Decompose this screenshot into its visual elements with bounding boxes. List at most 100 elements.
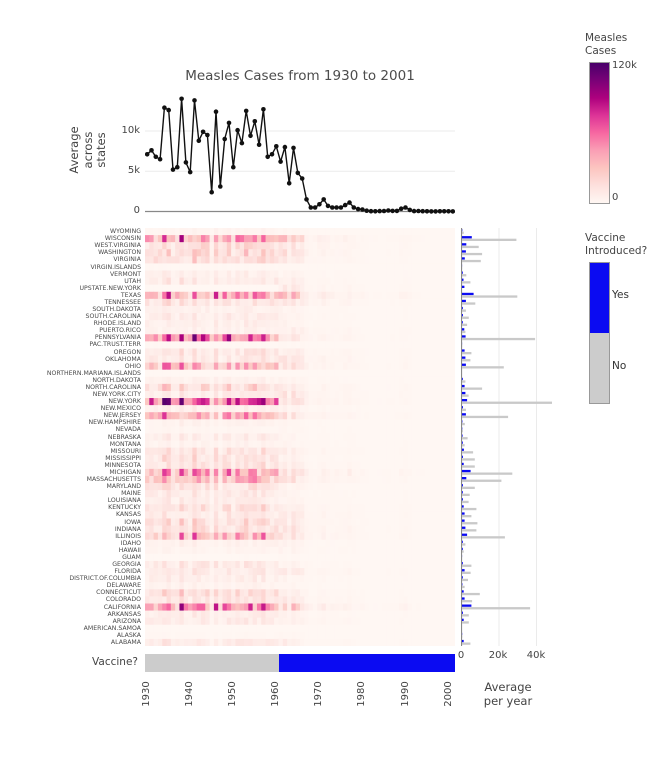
line-marker[interactable] [295,170,301,176]
line-marker[interactable] [420,208,426,214]
line-marker[interactable] [446,209,451,214]
line-marker[interactable] [321,197,326,202]
bar-yes-kansas[interactable] [462,512,465,515]
bar-no-virginia[interactable] [462,259,481,263]
bar-yes-new.jersey[interactable] [462,413,466,416]
bar-no-montana[interactable] [462,444,465,447]
bar-no-illinois[interactable] [462,536,505,539]
line-marker[interactable] [398,206,404,211]
bar-no-hawaii[interactable] [462,550,464,553]
bar-no-west.virginia[interactable] [462,245,479,249]
line-marker[interactable] [291,145,296,151]
bar-yes-puerto.rico[interactable] [462,328,465,331]
bar-no-delaware[interactable] [462,585,465,589]
bar-no-colorado[interactable] [462,600,473,603]
line-marker[interactable] [183,160,189,165]
bar-yes-north.dakota[interactable] [462,377,463,381]
line-marker[interactable] [192,98,197,103]
bar-no-new.hampshire[interactable] [462,422,465,426]
bar-no-south.dakota[interactable] [462,309,466,312]
bar-yes-wisconsin[interactable] [462,236,472,239]
line-chart-plot[interactable] [145,88,455,216]
bar-no-massachusetts[interactable] [462,479,502,482]
line-marker[interactable] [269,152,275,157]
bar-no-kansas[interactable] [462,515,472,518]
line-marker[interactable] [390,208,395,214]
line-marker[interactable] [403,205,408,210]
bar-yes-new.mexico[interactable] [462,406,463,409]
bar-no-georgia[interactable] [462,564,472,567]
bar-no-washington[interactable] [462,252,483,256]
line-marker[interactable] [286,181,292,186]
bar-yes-california[interactable] [462,604,472,607]
line-marker[interactable] [157,156,163,162]
bar-no-idaho[interactable] [462,543,466,546]
bar-yes-massachusetts[interactable] [462,477,467,480]
line-marker[interactable] [299,176,305,181]
line-marker[interactable] [265,154,270,160]
bar-yes-missouri[interactable] [462,448,464,451]
line-marker[interactable] [170,167,176,172]
line-marker[interactable] [205,132,210,138]
line-marker[interactable] [364,208,369,213]
line-marker[interactable] [248,133,253,139]
line-marker[interactable] [222,136,227,142]
line-marker[interactable] [433,209,438,214]
bar-yes-south.carolina[interactable] [462,314,463,317]
bar-no-iowa[interactable] [462,522,478,525]
bar-yes-new.york[interactable] [462,399,468,402]
bar-yes-maryland[interactable] [462,484,463,487]
line-marker[interactable] [334,205,339,210]
bar-yes-louisiana[interactable] [462,498,463,501]
bar-no-new.jersey[interactable] [462,415,509,419]
bar-yes-upstate.new.york[interactable] [462,285,465,288]
line-marker[interactable] [386,208,391,213]
bar-no-arkansas[interactable] [462,614,469,617]
bar-no-maryland[interactable] [462,486,475,489]
bar-chart-plot[interactable] [461,228,563,646]
bar-yes-florida[interactable] [462,569,465,572]
line-marker[interactable] [351,205,357,210]
bar-yes-colorado[interactable] [462,597,465,600]
bar-yes-north.carolina[interactable] [462,384,465,388]
bar-no-pennsylvania[interactable] [462,337,536,341]
bar-yes-texas[interactable] [462,292,474,296]
line-marker[interactable] [226,120,232,126]
bar-no-ohio[interactable] [462,366,504,369]
line-marker[interactable] [274,144,279,149]
bar-yes-indiana[interactable] [462,526,466,529]
colorbar-gradient[interactable] [589,62,610,204]
bar-yes-georgia[interactable] [462,562,463,565]
bar-yes-district.of.columbia[interactable] [462,576,463,579]
line-marker[interactable] [312,205,318,210]
line-marker[interactable] [243,108,249,114]
line-marker[interactable] [179,96,184,102]
line-marker[interactable] [153,154,159,160]
line-marker[interactable] [209,189,214,195]
line-marker[interactable] [231,164,236,170]
bar-yes-nebraska[interactable] [462,434,463,437]
line-marker[interactable] [441,209,447,214]
bar-no-arizona[interactable] [462,621,469,624]
line-marker[interactable] [416,208,421,214]
bar-yes-arkansas[interactable] [462,611,463,614]
line-marker[interactable] [381,208,387,214]
bar-no-north.carolina[interactable] [462,387,483,390]
bar-yes-oregon[interactable] [462,349,465,352]
bar-yes-hawaii[interactable] [462,547,463,551]
bar-no-tennessee[interactable] [462,302,476,305]
vaccine-strip-yes-segment[interactable] [278,654,455,672]
line-marker[interactable] [437,209,443,214]
line-marker[interactable] [373,209,378,214]
line-marker[interactable] [338,205,344,210]
bar-no-wyoming[interactable] [462,231,464,234]
bar-no-alabama[interactable] [462,642,471,645]
vaccine-legend-no-swatch[interactable] [590,333,609,403]
bar-no-indiana[interactable] [462,529,477,532]
line-marker[interactable] [407,207,413,213]
bar-no-puerto.rico[interactable] [462,330,466,334]
bar-yes-minnesota[interactable] [462,462,464,466]
line-marker[interactable] [347,200,352,205]
bar-yes-maine[interactable] [462,491,463,494]
bar-no-north.dakota[interactable] [462,380,466,383]
